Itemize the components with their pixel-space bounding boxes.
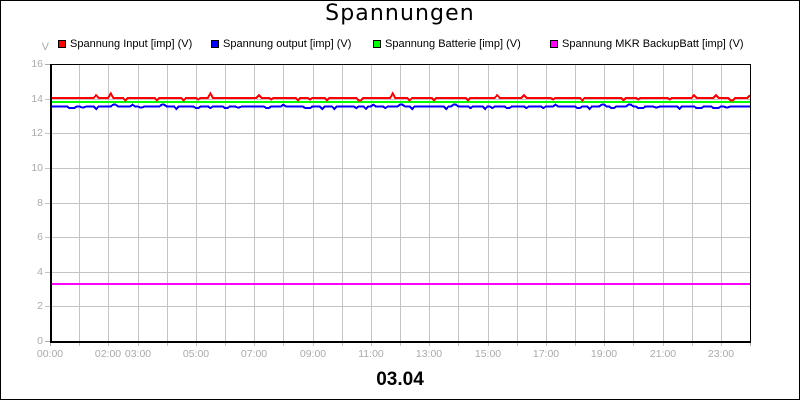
- series-line-1: [50, 103, 750, 111]
- legend-swatch-batterie-icon: [373, 40, 381, 48]
- legend-label-input: Spannung Input [imp] (V): [70, 38, 193, 50]
- y-tick-label-10: 10: [31, 162, 43, 174]
- x-tick-label-02:00: 02:00: [94, 348, 122, 360]
- y-tick-label-4: 4: [37, 266, 43, 278]
- y-tick-label-6: 6: [37, 231, 43, 243]
- y-tick-label-14: 14: [31, 93, 43, 105]
- chart-title: Spannungen: [325, 1, 475, 26]
- x-tick-label-13:00: 13:00: [415, 348, 443, 360]
- series-line-0: [50, 91, 751, 102]
- y-tick-label-16: 16: [31, 58, 43, 70]
- x-tick-label-19:00: 19:00: [590, 348, 618, 360]
- x-axis-title: 03.04: [376, 369, 424, 390]
- legend-swatch-output-icon: [211, 40, 219, 48]
- x-tick-label-00:00: 00:00: [36, 348, 64, 360]
- y-tick-label-2: 2: [37, 300, 43, 312]
- plot-border-top: [50, 64, 751, 65]
- y-tick-label-12: 12: [31, 127, 43, 139]
- x-tick-label-15:00: 15:00: [474, 348, 502, 360]
- x-tick-label-07:00: 07:00: [240, 348, 268, 360]
- legend-label-output: Spannung output [imp] (V): [223, 38, 352, 50]
- y-tick-label-0: 0: [37, 335, 43, 347]
- legend-label-backupbatt: Spannung MKR BackupBatt [imp] (V): [562, 38, 744, 50]
- plot-border-right: [750, 64, 751, 342]
- legend-swatch-backupbatt-icon: [550, 40, 558, 48]
- x-axis-line: [50, 341, 751, 343]
- x-tick-label-21:00: 21:00: [649, 348, 677, 360]
- y-axis-unit-label: V: [41, 41, 49, 53]
- x-tick-label-11:00: 11:00: [358, 348, 384, 360]
- x-tick-label-05:00: 05:00: [182, 348, 210, 360]
- y-axis-line: [50, 64, 52, 343]
- y-tick-label-8: 8: [37, 197, 43, 209]
- x-tick-label-23:00: 23:00: [707, 348, 735, 360]
- x-tick-label-09:00: 09:00: [299, 348, 327, 360]
- x-tick-label-17:00: 17:00: [532, 348, 560, 360]
- legend-swatch-input-icon: [58, 40, 66, 48]
- x-tick-label-03:00: 03:00: [124, 348, 152, 360]
- legend-label-batterie: Spannung Batterie [imp] (V): [385, 38, 521, 50]
